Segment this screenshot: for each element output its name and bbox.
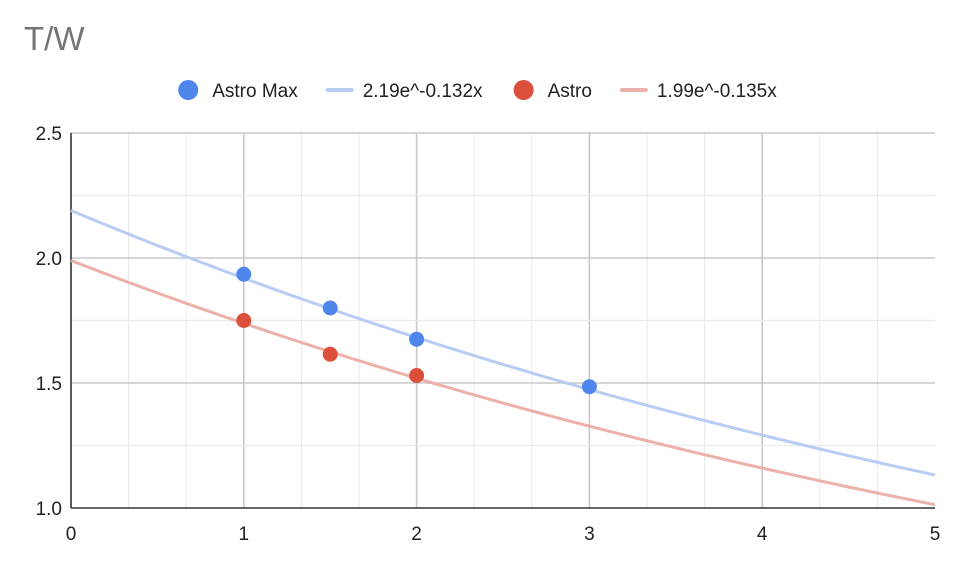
legend-label: Astro: [548, 81, 592, 102]
legend-label: 2.19e^-0.132x: [363, 81, 483, 102]
legend-label: Astro Max: [212, 81, 298, 102]
point-Astro: [322, 346, 338, 362]
tick-labels: 0 1 2 3 4 5 1.0 1.5 2.0 2.5: [36, 124, 941, 545]
x-tick-label: 0: [66, 524, 77, 545]
legend-item[interactable]: 1.99e^-0.135x: [619, 81, 777, 102]
data-points: [236, 266, 597, 395]
y-tick-label: 2.0: [36, 249, 62, 270]
x-tick-label: 2: [411, 524, 422, 545]
y-tick-label: 1.5: [36, 374, 62, 395]
y-tick-label: 1.0: [36, 499, 62, 520]
trendline-2.19e^-0.132x: [70, 209, 936, 477]
point-Astro: [409, 368, 425, 383]
trendline-1.99e^-0.135x: [70, 259, 936, 507]
legend: Astro Max 2.19e^-0.132x Astro 1.99e^-0.135x: [178, 80, 777, 102]
point-Astro: [236, 313, 252, 328]
legend-item[interactable]: Astro Max: [178, 80, 298, 102]
grid: [71, 132, 935, 508]
x-tick-label: 5: [930, 524, 941, 545]
legend-marker-dot: [513, 80, 534, 100]
x-tick-label: 1: [239, 524, 250, 545]
point-Astro Max: [236, 266, 252, 282]
point-Astro Max: [581, 379, 597, 395]
x-tick-label: 3: [584, 524, 595, 545]
point-Astro Max: [409, 331, 425, 347]
legend-item[interactable]: 2.19e^-0.132x: [325, 81, 483, 102]
point-Astro Max: [322, 300, 338, 316]
x-tick-label: 4: [757, 524, 768, 545]
legend-marker-dot: [178, 80, 199, 100]
axes: [70, 133, 935, 509]
trendlines: [70, 209, 936, 507]
legend-item[interactable]: Astro: [513, 80, 592, 102]
y-tick-label: 2.5: [36, 124, 62, 145]
chart-title: T/W: [24, 20, 85, 57]
legend-label: 1.99e^-0.135x: [657, 81, 777, 102]
